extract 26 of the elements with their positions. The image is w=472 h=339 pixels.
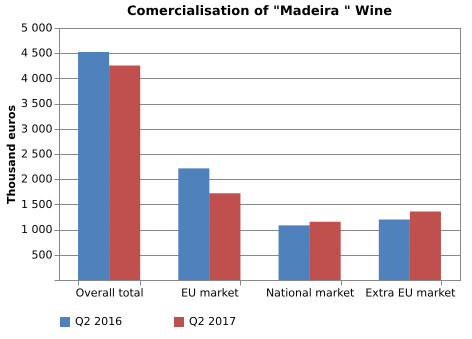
legend-label: Q2 2016: [75, 315, 122, 328]
y-tick-label: 5 000: [21, 22, 52, 34]
x-tick-label: EU market: [181, 286, 240, 300]
x-tick-label: Overall total: [76, 286, 144, 300]
bar: [278, 225, 310, 280]
bar: [310, 222, 341, 280]
bar: [410, 211, 441, 280]
y-tick-label: 4 500: [21, 46, 52, 60]
y-tick-label: 4 000: [21, 72, 52, 85]
bar: [209, 193, 240, 280]
x-tick-label: Extra EU market: [365, 286, 456, 300]
y-tick-label: 500: [32, 248, 52, 262]
bar: [178, 168, 210, 280]
y-axis-title: Thousand euros: [5, 104, 18, 204]
y-tick-label: 3 000: [21, 122, 52, 136]
y-tick-label: 1 000: [21, 223, 52, 236]
y-tick-label: 2 000: [21, 172, 52, 186]
y-tick-label: 2 500: [21, 148, 52, 160]
bar: [378, 220, 410, 280]
bar: [109, 66, 140, 280]
x-tick-label: National market: [266, 286, 355, 300]
y-tick-label: 1 500: [21, 198, 52, 211]
y-tick-label: 3 500: [21, 97, 52, 110]
bar: [78, 52, 110, 280]
chart-title: Comercialisation of "Madeira " Wine: [126, 4, 392, 19]
legend-label: Q2 2017: [189, 315, 236, 328]
